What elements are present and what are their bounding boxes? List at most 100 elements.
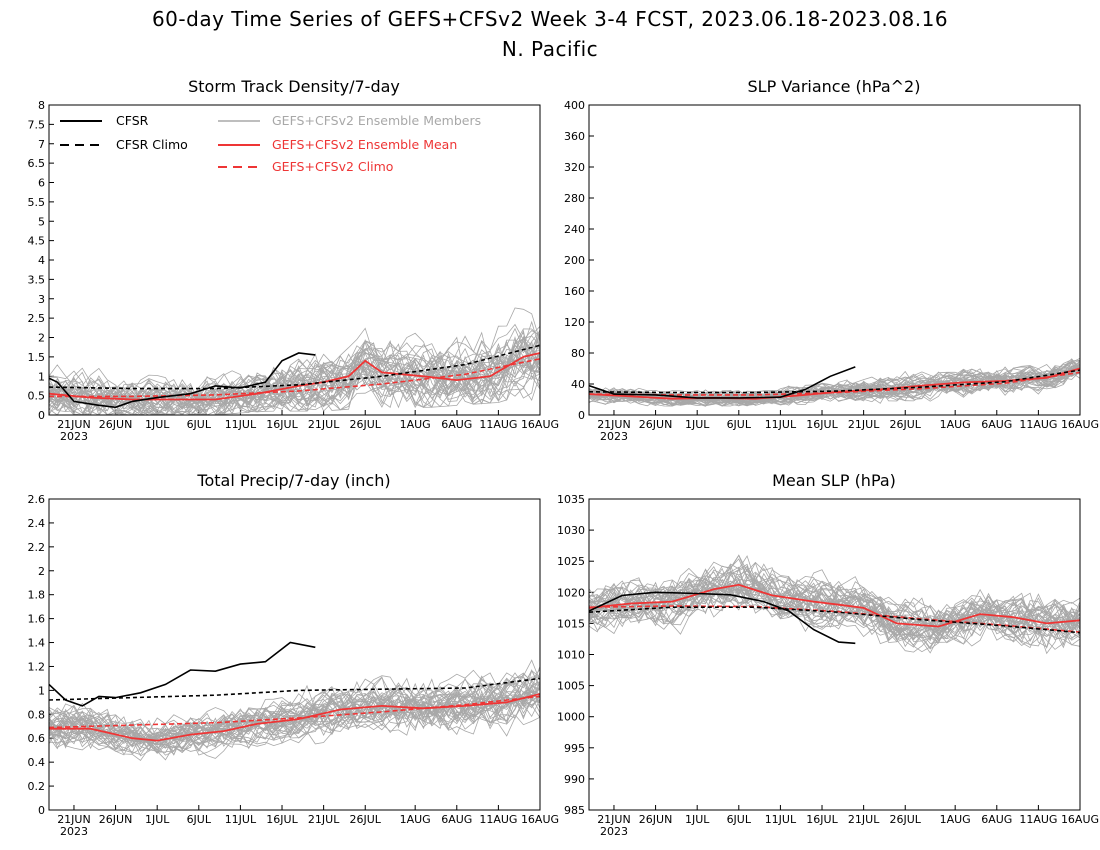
y-tick-label: 280: [564, 192, 585, 205]
x-tick-label: 21JUN: [57, 418, 91, 431]
y-tick-label: 200: [564, 254, 585, 267]
gefs-climo-line: [49, 358, 540, 398]
member-line: [49, 668, 540, 741]
x-tick-label: 21JUL: [308, 813, 340, 826]
y-tick-label: 400: [564, 99, 585, 112]
legend-label-members: GEFS+CFSv2 Ensemble Members: [272, 113, 481, 128]
x-tick-label: 26JUL: [890, 813, 922, 826]
y-tick-label: 0: [578, 409, 585, 422]
y-tick-label: 2.4: [28, 517, 46, 530]
y-tick-label: 2: [38, 332, 45, 345]
mean-slp-panel: Mean SLP (hPa) 985 990 995 1000 1005 1010 1015…: [557, 471, 1099, 838]
member-line: [49, 328, 540, 415]
y-tick-label: 4: [38, 254, 45, 267]
y-tick-label: 0.5: [28, 390, 46, 403]
panel-title: Total Precip/7-day (inch): [196, 471, 390, 490]
x-tick-label: 21JUN: [57, 813, 91, 826]
series-lines: [589, 366, 1080, 400]
y-tick-label: 995: [564, 742, 585, 755]
y-tick-label: 5.5: [28, 196, 46, 209]
y-tick-label: 0.2: [28, 780, 46, 793]
y-tick-label: 0.4: [28, 756, 46, 769]
x-tick-label: 16JUL: [806, 813, 838, 826]
y-tick-label: 3.5: [28, 273, 46, 286]
member-line: [589, 567, 1080, 641]
ens-mean-line: [49, 693, 540, 742]
total-precip-panel: Total Precip/7-day (inch) 0 0.2 0.4 0.6 0.8 1…: [28, 471, 560, 838]
x-tick-label: 26JUL: [350, 813, 382, 826]
x-tick-label: 26JUN: [639, 418, 673, 431]
x-tick-label: 6AUG: [441, 418, 472, 431]
x-tick-label: 6AUG: [441, 813, 472, 826]
storm-track-density-panel: Storm Track Density/7-day CFSR CFSR Clim…: [28, 77, 560, 443]
cfsr-climo-line: [49, 677, 540, 701]
x-year-label: 2023: [60, 430, 88, 443]
series-lines: [49, 344, 540, 409]
y-tick-label: 1015: [557, 617, 585, 630]
x-tick-label: 26JUL: [890, 418, 922, 431]
cfsr-line: [49, 352, 316, 409]
x-tick-label: 16AUG: [1061, 813, 1099, 826]
legend-label-cfsr-climo: CFSR Climo: [116, 137, 188, 152]
x-year-label: 2023: [600, 825, 628, 838]
x-tick-label: 11JUL: [765, 418, 797, 431]
x-tick-label: 26JUN: [99, 813, 133, 826]
x-tick-label: 11AUG: [1019, 418, 1057, 431]
x-tick-label: 26JUN: [639, 813, 673, 826]
plot-frame: [48, 104, 541, 416]
ensemble-members: [49, 659, 540, 761]
x-year-label: 2023: [60, 825, 88, 838]
y-tick-label: 7: [38, 138, 45, 151]
y-tick-label: 3: [38, 293, 45, 306]
member-line: [49, 687, 540, 752]
gefs-climo-line: [49, 695, 540, 729]
x-tick-label: 6JUL: [187, 418, 212, 431]
y-tick-label: 80: [571, 347, 585, 360]
x-tick-label: 11JUL: [765, 813, 797, 826]
y-tick-label: 1.5: [28, 351, 46, 364]
y-tick-label: 40: [571, 378, 585, 391]
y-tick-label: 1005: [557, 680, 585, 693]
x-tick-label: 16JUL: [266, 418, 298, 431]
plot-frame: [48, 498, 541, 811]
member-line: [49, 683, 540, 756]
x-tick-label: 1JUL: [685, 418, 710, 431]
x-tick-label: 1AUG: [940, 813, 971, 826]
member-line: [49, 353, 540, 415]
y-tick-label: 0.6: [28, 732, 46, 745]
x-tick-label: 21JUN: [597, 813, 631, 826]
figure-title: 60-day Time Series of GEFS+CFSv2 Week 3-…: [152, 7, 948, 31]
y-tick-label: 1.2: [28, 660, 46, 673]
y-tick-label: 0.8: [28, 708, 46, 721]
x-tick-label: 21JUL: [848, 418, 880, 431]
member-line: [589, 578, 1080, 646]
y-tick-label: 1: [38, 370, 45, 383]
member-line: [49, 336, 540, 415]
x-tick-label: 1JUL: [145, 813, 170, 826]
x-tick-label: 16AUG: [521, 418, 559, 431]
y-tick-label: 1000: [557, 711, 585, 724]
x-tick-label: 11JUL: [225, 418, 257, 431]
x-tick-label: 6AUG: [981, 813, 1012, 826]
x-tick-label: 11JUL: [225, 813, 257, 826]
y-tick-label: 160: [564, 285, 585, 298]
x-year-label: 2023: [600, 430, 628, 443]
plot-frame: [588, 104, 1081, 416]
y-tick-label: 0: [38, 804, 45, 817]
ens-mean-line: [49, 352, 540, 401]
x-tick-label: 16AUG: [521, 813, 559, 826]
y-tick-label: 2: [38, 565, 45, 578]
cfsr-climo-line: [589, 369, 1080, 394]
legend-label-gefs-climo: GEFS+CFSv2 Climo: [272, 159, 393, 174]
y-tick-label: 1010: [557, 649, 585, 662]
y-tick-label: 120: [564, 316, 585, 329]
y-tick-label: 1.6: [28, 613, 46, 626]
x-tick-label: 11AUG: [479, 813, 517, 826]
cfsr-line: [49, 641, 316, 707]
member-line: [589, 570, 1080, 636]
legend-label-cfsr: CFSR: [116, 113, 149, 128]
member-line: [589, 585, 1080, 647]
series-lines: [49, 641, 540, 742]
x-tick-label: 6JUL: [727, 418, 752, 431]
